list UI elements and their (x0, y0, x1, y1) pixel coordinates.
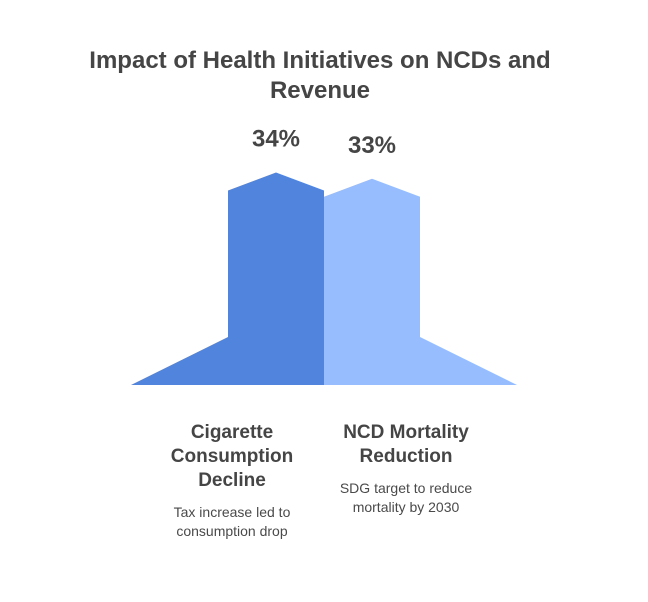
series-description-cigarette: Tax increase led to consumption drop (173, 504, 291, 539)
shape-cigarette-consumption (131, 172, 324, 385)
value-label-ncd: 33% (348, 132, 396, 159)
series-description-ncd: SDG target to reduce mortality by 2030 (339, 480, 473, 515)
series-label-cigarette: Cigarette Consumption Decline (170, 422, 294, 491)
value-label-cigarette: 34% (252, 126, 300, 153)
shape-ncd-mortality (324, 178, 517, 385)
chart-title: Impact of Health Initiatives on NCDs and… (89, 47, 551, 104)
series-label-ncd: NCD Mortality Reduction (343, 422, 469, 467)
